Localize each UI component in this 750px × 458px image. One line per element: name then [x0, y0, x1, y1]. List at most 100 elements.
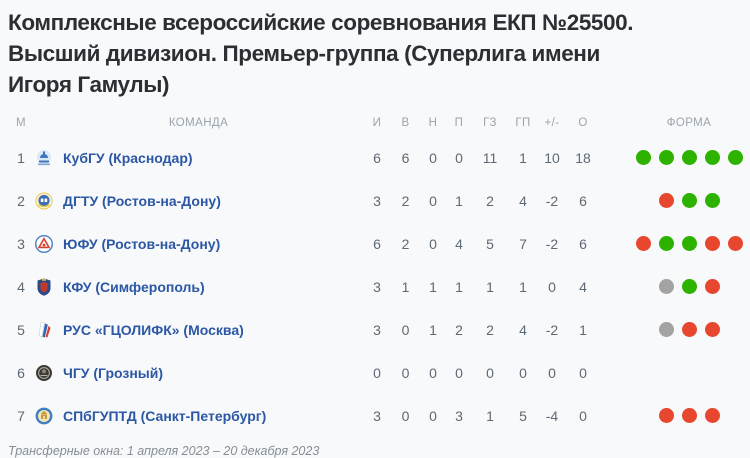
table-row: 2 ДГТУ (Ростов-на-Дону) 3 2 0 1 2 4 -2 6: [8, 179, 750, 222]
form-dot-loss[interactable]: [681, 322, 697, 337]
col-header-form: ФОРМА: [666, 117, 712, 129]
stat-played: 0: [373, 364, 381, 381]
team-logo-icon: [34, 320, 54, 340]
form-dot-loss[interactable]: [704, 279, 720, 294]
form-dot-loss[interactable]: [704, 236, 720, 251]
page-title: Комплексные всероссийские соревнования Е…: [8, 7, 750, 100]
stat-goals-conceded: 0: [519, 364, 527, 381]
stat-played: 3: [373, 192, 381, 209]
form-dot-win[interactable]: [681, 150, 697, 165]
stat-points: 1: [579, 321, 587, 338]
stat-goals-scored: 5: [486, 235, 494, 252]
team-logo-icon: [34, 191, 54, 211]
form-dot-win[interactable]: [681, 279, 697, 294]
form-dot-win[interactable]: [681, 193, 697, 208]
table-row: 1 КубГУ (Краснодар) 6 6 0 0 11 1 10 18: [8, 136, 750, 179]
team-cell: СПбГУПТД (Санкт-Петербург): [34, 406, 363, 426]
team-logo-icon: [34, 363, 54, 383]
stat-goals-conceded: 4: [519, 192, 527, 209]
stat-goals-conceded: 4: [519, 321, 527, 338]
team-logo-icon: [34, 406, 54, 426]
team-cell: ДГТУ (Ростов-на-Дону): [34, 191, 363, 211]
form-dot-draw[interactable]: [658, 322, 674, 337]
page-title-line: Игоря Гамулы): [8, 72, 170, 97]
team-form: [600, 351, 750, 394]
table-row: 6 ЧГУ (Грозный) 0 0 0 0 0 0 0 0: [8, 351, 750, 394]
form-dot-win[interactable]: [658, 236, 674, 251]
stat-points: 18: [575, 149, 591, 166]
form-dot-win[interactable]: [681, 236, 697, 251]
form-dot-win[interactable]: [658, 150, 674, 165]
team-link[interactable]: ЮФУ (Ростов-на-Дону): [63, 235, 221, 252]
stat-wins: 2: [401, 235, 410, 252]
team-position: 2: [17, 192, 25, 209]
form-dot-loss[interactable]: [635, 236, 651, 251]
stat-wins: 0: [401, 364, 410, 381]
stat-points: 0: [579, 364, 587, 381]
stat-wins: 2: [401, 192, 410, 209]
team-link[interactable]: ЧГУ (Грозный): [63, 364, 163, 381]
stat-draws: 1: [429, 321, 437, 338]
stat-goals-scored: 2: [486, 192, 494, 209]
stat-goals-scored: 0: [486, 364, 494, 381]
stat-losses: 3: [455, 407, 463, 424]
stat-draws: 0: [429, 407, 437, 424]
stat-draws: 0: [429, 192, 437, 209]
stat-goals-scored: 1: [486, 278, 494, 295]
form-dot-loss[interactable]: [658, 408, 674, 423]
team-form: [600, 394, 750, 437]
col-header-points: О: [578, 117, 588, 129]
stat-draws: 0: [429, 149, 437, 166]
stat-goals-scored: 11: [482, 149, 498, 166]
form-dot-draw[interactable]: [658, 279, 674, 294]
form-dot-loss[interactable]: [704, 322, 720, 337]
team-cell: ЮФУ (Ростов-на-Дону): [34, 234, 363, 254]
form-dot-loss[interactable]: [681, 408, 697, 423]
team-link[interactable]: КубГУ (Краснодар): [63, 149, 193, 166]
stat-goal-diff: -4: [545, 407, 559, 424]
col-header-goal-diff: +/-: [544, 117, 560, 129]
team-logo-icon: [34, 277, 54, 297]
team-cell: КубГУ (Краснодар): [34, 148, 363, 168]
stat-goal-diff: 0: [548, 278, 556, 295]
stat-draws: 0: [429, 235, 437, 252]
team-position: 4: [17, 278, 25, 295]
stat-played: 6: [373, 149, 381, 166]
form-dot-loss[interactable]: [658, 193, 674, 208]
team-cell: РУС «ГЦОЛИФК» (Москва): [34, 320, 363, 340]
stat-points: 4: [579, 278, 587, 295]
col-header-wins: В: [401, 117, 410, 129]
stat-goals-scored: 2: [486, 321, 494, 338]
col-header-position: М: [16, 117, 26, 129]
form-dot-win[interactable]: [704, 150, 720, 165]
team-link[interactable]: РУС «ГЦОЛИФК» (Москва): [63, 321, 244, 338]
stat-played: 3: [373, 407, 381, 424]
team-link[interactable]: ДГТУ (Ростов-на-Дону): [63, 192, 221, 209]
team-form: [600, 308, 750, 351]
team-link[interactable]: КФУ (Симферополь): [63, 278, 205, 295]
stat-goal-diff: -2: [545, 235, 559, 252]
page-title-line: Высший дивизион. Премьер-группа (Суперли…: [8, 41, 600, 66]
form-dot-win[interactable]: [635, 150, 651, 165]
team-position: 1: [17, 149, 25, 166]
team-logo-icon: [34, 234, 54, 254]
team-link[interactable]: СПбГУПТД (Санкт-Петербург): [63, 407, 267, 424]
form-dot-win[interactable]: [727, 150, 743, 165]
form-dot-loss[interactable]: [727, 236, 743, 251]
table-row: 3 ЮФУ (Ростов-на-Дону) 6 2 0 4 5 7 -2 6: [8, 222, 750, 265]
stat-goals-scored: 1: [486, 407, 494, 424]
form-dot-loss[interactable]: [704, 408, 720, 423]
stat-points: 6: [579, 192, 587, 209]
col-header-goals-scored: ГЗ: [483, 117, 497, 129]
standings-body: 1 КубГУ (Краснодар) 6 6 0 0 11 1 10 18 2…: [8, 136, 750, 437]
team-position: 5: [17, 321, 25, 338]
stat-losses: 0: [455, 149, 463, 166]
team-position: 7: [17, 407, 25, 424]
team-form: [600, 265, 750, 308]
form-dot-win[interactable]: [704, 193, 720, 208]
stat-losses: 0: [455, 364, 463, 381]
stat-goals-conceded: 5: [519, 407, 527, 424]
stat-losses: 2: [455, 321, 463, 338]
team-form: [600, 136, 750, 179]
